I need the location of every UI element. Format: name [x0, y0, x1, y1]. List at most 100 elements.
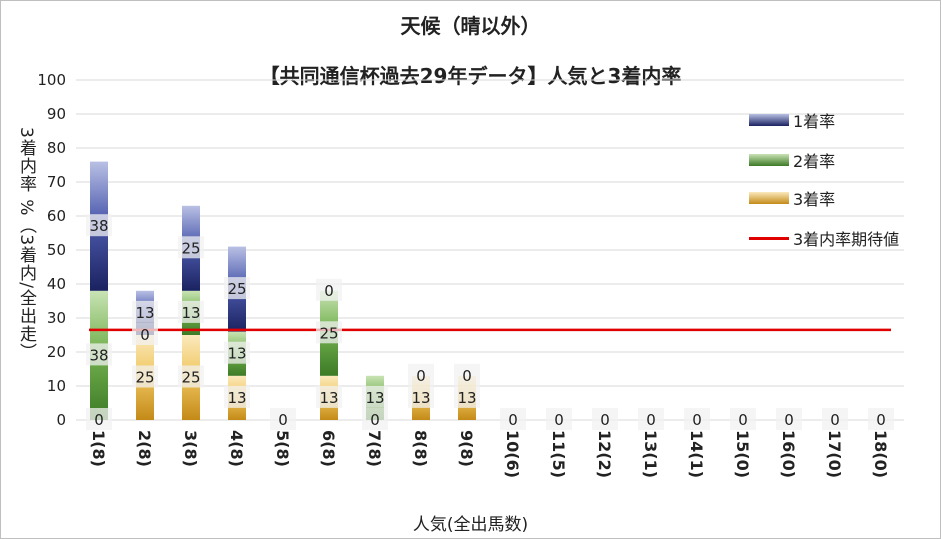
data-label: 0 — [554, 411, 564, 429]
x-tick-label: 2(8) — [135, 430, 154, 467]
legend-item-third: 3着率 — [749, 186, 835, 210]
x-tick-label: 4(8) — [227, 430, 246, 467]
data-label-bg — [86, 214, 112, 237]
data-label-bg — [776, 408, 802, 430]
legend-swatch-expected — [749, 236, 789, 240]
legend-swatch-third — [749, 192, 789, 204]
x-tick-label: 10(6) — [503, 430, 522, 478]
y-tick-label: 80 — [47, 139, 66, 157]
data-label-bg — [500, 408, 526, 430]
x-tick-label: 8(8) — [411, 430, 430, 467]
data-label-bg — [178, 236, 204, 259]
y-tick-label: 70 — [47, 173, 66, 191]
data-label-bg — [730, 408, 756, 430]
data-label: 0 — [692, 411, 702, 429]
y-tick-label: 60 — [47, 207, 66, 225]
data-label: 0 — [876, 411, 886, 429]
legend-label-third: 3着率 — [793, 190, 836, 209]
data-label-bg — [132, 365, 158, 388]
legend-item-first: 1着率 — [749, 108, 835, 132]
x-tick-label: 1(8) — [89, 430, 108, 467]
data-label: 25 — [181, 369, 200, 387]
data-label: 0 — [94, 411, 104, 429]
data-label: 13 — [227, 345, 246, 363]
legend-label-second: 2着率 — [793, 152, 836, 171]
x-tick-label: 12(2) — [595, 430, 614, 478]
x-tick-label: 17(0) — [825, 430, 844, 478]
legend-swatch-second — [749, 154, 789, 166]
x-tick-label: 18(0) — [871, 430, 890, 478]
data-label: 0 — [646, 411, 656, 429]
grid-lines — [76, 79, 904, 421]
data-label: 0 — [416, 367, 426, 385]
data-label: 38 — [89, 217, 108, 235]
data-label: 0 — [508, 411, 518, 429]
x-tick-label: 6(8) — [319, 430, 338, 467]
legend-item-second: 2着率 — [749, 148, 835, 172]
x-tick-label: 3(8) — [181, 430, 200, 467]
data-label-bg — [868, 408, 894, 430]
data-label: 0 — [462, 367, 472, 385]
data-label: 38 — [89, 346, 108, 364]
x-tick-label: 11(5) — [549, 430, 568, 478]
data-label: 13 — [411, 389, 430, 407]
data-label-bg — [454, 363, 480, 386]
data-label-bg — [316, 385, 342, 408]
data-label: 0 — [140, 326, 150, 344]
data-label-bg — [86, 408, 112, 430]
chart-title-weather: 天候（晴以外） — [400, 14, 541, 38]
data-label: 0 — [278, 411, 288, 429]
data-label-bg — [316, 278, 342, 301]
data-label-bg — [546, 408, 572, 430]
data-label: 0 — [370, 411, 380, 429]
x-tick-label: 14(1) — [687, 430, 706, 478]
data-label-bg — [316, 321, 342, 344]
data-labels: 0 38 38 25 0 13 25 13 25 13 13 25 0 13 25 0 0 13 13 0 13 0 0 0 0… — [86, 214, 894, 430]
legend-item-expected: 3着内率期待値 — [749, 226, 899, 250]
y-tick-label: 90 — [47, 105, 66, 123]
data-label-bg — [270, 408, 296, 430]
data-label: 25 — [227, 280, 246, 298]
data-label: 25 — [319, 324, 338, 342]
data-label-bg — [224, 385, 250, 408]
y-tick-label: 10 — [47, 377, 66, 395]
y-tick-label: 20 — [47, 343, 66, 361]
data-label: 25 — [135, 369, 154, 387]
data-label-bg — [822, 408, 848, 430]
y-tick-label: 0 — [56, 411, 66, 429]
data-label-bg — [132, 300, 158, 323]
legend-label-expected: 3着内率期待値 — [793, 230, 900, 249]
data-label-bg — [132, 323, 158, 345]
data-label: 13 — [365, 389, 384, 407]
x-tick-label: 13(1) — [641, 430, 660, 478]
x-tick-label: 9(8) — [457, 430, 476, 467]
data-label-bg — [408, 385, 434, 408]
y-tick-label: 50 — [47, 241, 66, 259]
x-tick-label: 15(0) — [733, 430, 752, 478]
data-label: 0 — [324, 282, 334, 300]
x-tick-label: 7(8) — [365, 430, 384, 467]
legend-label-first: 1着率 — [793, 112, 836, 131]
data-label-bg — [638, 408, 664, 430]
data-label: 25 — [181, 239, 200, 257]
y-tick-label: 100 — [37, 71, 66, 89]
data-label: 13 — [227, 389, 246, 407]
data-label-bg — [178, 300, 204, 323]
data-label: 0 — [600, 411, 610, 429]
data-label-bg — [224, 341, 250, 364]
data-label: 13 — [457, 389, 476, 407]
x-axis-label: 人気(全出馬数) — [412, 515, 529, 535]
y-tick-label: 30 — [47, 309, 66, 327]
y-axis-label: 3着内率 %（3着内/全出走） — [16, 127, 36, 361]
y-tick-label: 40 — [47, 275, 66, 293]
x-tick-label: 16(0) — [779, 430, 798, 478]
tick-labels: 0 10 20 30 40 50 60 70 80 90 100 1(8) 2(8) 3(8) 4(8) 5(… — [37, 71, 890, 478]
data-label-bg — [592, 408, 618, 430]
data-label-bg — [454, 385, 480, 408]
data-label-bg — [684, 408, 710, 430]
legend-swatch-first — [749, 114, 789, 126]
data-label-bg — [362, 385, 388, 408]
data-label: 0 — [784, 411, 794, 429]
